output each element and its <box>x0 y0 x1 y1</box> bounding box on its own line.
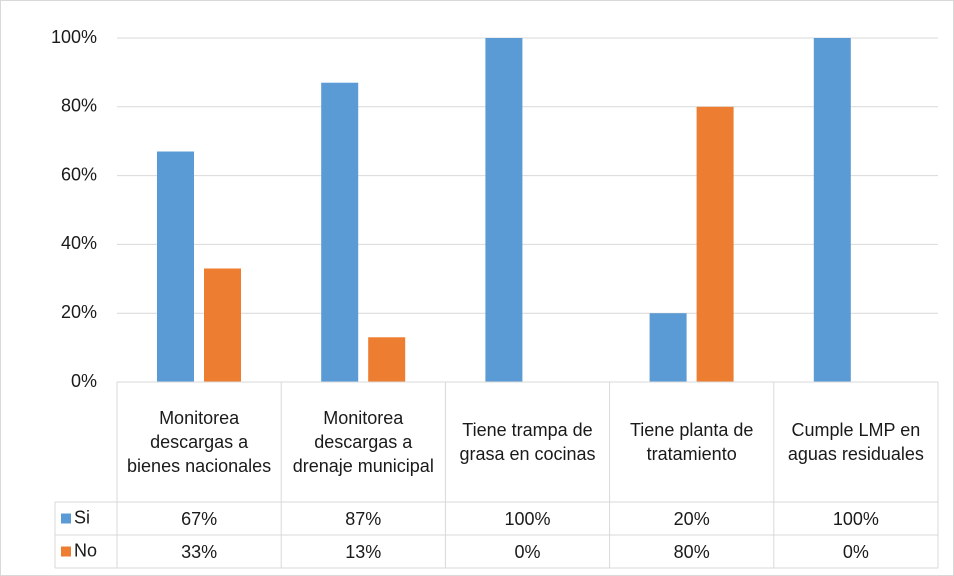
table-value: 67% <box>181 508 218 529</box>
category-label: Monitorea descargas a drenaje municipal <box>292 408 434 476</box>
table-value: 100% <box>832 508 879 529</box>
table-value: 33% <box>181 541 218 562</box>
bar <box>649 313 687 382</box>
bar <box>368 337 406 382</box>
table-value: 0% <box>514 541 541 562</box>
table-value: 20% <box>673 508 710 529</box>
y-tick-label: 60% <box>61 164 97 184</box>
bar <box>696 106 734 383</box>
bar <box>157 151 194 382</box>
category-label: Tiene planta de tratamiento <box>629 420 754 464</box>
table-value: 13% <box>345 541 382 562</box>
legend-label: Si <box>74 507 90 527</box>
y-tick-label: 20% <box>61 302 97 322</box>
bar <box>204 268 241 382</box>
category-label: Monitorea descargas a bienes nacionales <box>127 408 272 476</box>
y-tick-label: 100% <box>51 27 97 47</box>
bar <box>485 38 523 382</box>
legend-key <box>61 546 71 557</box>
table-value: 100% <box>504 508 551 529</box>
y-tick-label: 0% <box>71 371 97 391</box>
bar <box>321 82 359 382</box>
legend-label: No <box>74 540 97 560</box>
bar <box>813 38 851 382</box>
category-label: Tiene trampa de grasa en cocinas <box>459 420 596 464</box>
y-tick-label: 40% <box>61 233 97 253</box>
table-value: 87% <box>345 508 382 529</box>
table-value: 0% <box>842 541 869 562</box>
legend-key <box>61 513 71 524</box>
category-label: Cumple LMP en aguas residuales <box>787 420 924 464</box>
y-tick-label: 80% <box>61 96 97 116</box>
table-value: 80% <box>673 541 710 562</box>
